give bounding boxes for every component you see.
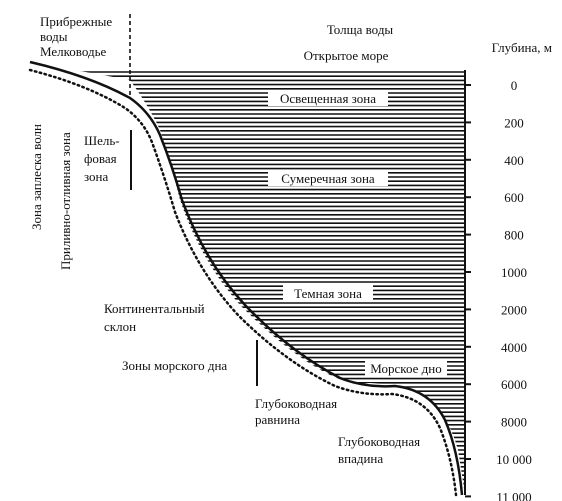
continental-slope-label-2: склон <box>104 319 136 334</box>
depth-ticks: 0 200 400 600 800 1000 2000 4000 6000 8000 10 000 1… <box>465 78 532 501</box>
open-sea-label: Открытое море <box>304 48 389 63</box>
coastal-waters-label-1: Прибрежные <box>40 14 112 29</box>
depth-tick-label: 0 <box>511 78 518 93</box>
abyssal-plain-label-2: равнина <box>255 412 300 427</box>
shelf-label-1: Шель- <box>84 133 120 148</box>
trench-label-2: впадина <box>338 451 383 466</box>
twilight-zone-label: Сумеречная зона <box>281 171 375 186</box>
shallows-label: Мелководье <box>40 44 107 59</box>
twilight-zone-bg <box>268 170 388 186</box>
shelf-label-2: фовая <box>84 151 117 166</box>
abyssal-plain-label-1: Глубоководная <box>255 396 337 411</box>
seabed-profile <box>29 60 464 496</box>
depth-tick-label: 400 <box>504 153 524 168</box>
sea-floor-label: Морское дно <box>370 361 441 376</box>
depth-tick-label: 11 000 <box>496 489 531 501</box>
depth-tick-label: 10 000 <box>496 452 532 467</box>
depth-tick-label: 600 <box>504 190 524 205</box>
depth-tick-label: 800 <box>504 228 524 243</box>
depth-tick-label: 200 <box>504 115 524 130</box>
tidal-zone-label: Приливно-отливная зона <box>58 132 73 270</box>
dark-zone-bg <box>283 285 373 301</box>
depth-tick-label: 4000 <box>501 340 527 355</box>
water-column-label: Толща воды <box>327 22 394 37</box>
trench-label-1: Глубоководная <box>338 434 420 449</box>
sediment-dots <box>28 68 458 497</box>
lit-zone-bg <box>268 90 388 106</box>
depth-tick-label: 8000 <box>501 415 527 430</box>
coastal-waters-label-2: воды <box>40 29 68 44</box>
depth-header: Глубина, м <box>492 40 552 55</box>
dark-zone-label: Темная зона <box>294 286 362 301</box>
depth-tick-label: 6000 <box>501 377 527 392</box>
sea-floor-bg <box>365 360 447 376</box>
depth-tick-label: 1000 <box>501 265 527 280</box>
seabed-zones-label: Зоны морского дна <box>122 358 227 373</box>
lit-zone-label: Освещенная зона <box>280 91 376 106</box>
continental-slope-label-1: Континентальный <box>104 301 205 316</box>
splash-zone-label: Зона заплеска волн <box>29 124 44 230</box>
shelf-label-3: зона <box>84 169 109 184</box>
depth-tick-label: 2000 <box>501 302 527 317</box>
